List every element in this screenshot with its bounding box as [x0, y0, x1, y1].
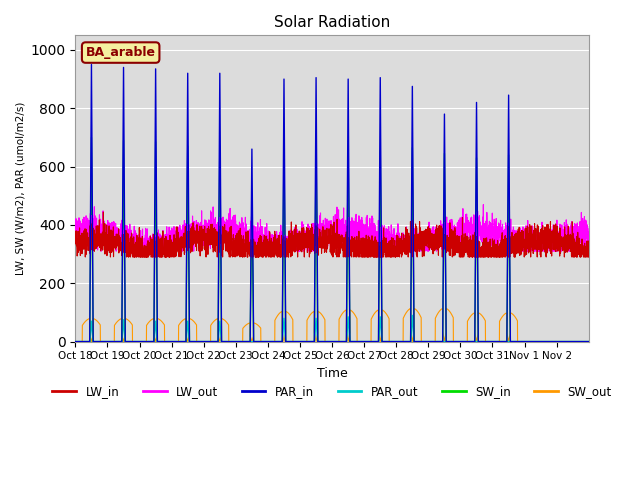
LW_out	[451, 234, 459, 240]
SW_out	[474, 334, 481, 340]
LW_in	[99, 209, 107, 215]
PAR_in	[451, 339, 459, 345]
SW_in	[404, 339, 412, 345]
LW_in	[72, 236, 79, 242]
PAR_out	[474, 339, 481, 345]
LW_out	[160, 248, 168, 254]
PAR_out	[160, 339, 168, 345]
LW_in	[160, 251, 168, 256]
PAR_out	[585, 339, 593, 345]
PAR_in	[72, 339, 79, 345]
Title: Solar Radiation: Solar Radiation	[274, 15, 390, 30]
PAR_out	[466, 339, 474, 345]
PAR_in	[414, 339, 422, 345]
LW_out	[72, 232, 79, 238]
PAR_out	[451, 339, 459, 345]
LW_out	[474, 223, 481, 229]
PAR_out	[408, 312, 416, 318]
LW_in	[474, 240, 481, 245]
SW_in	[72, 339, 79, 345]
PAR_in	[585, 339, 593, 345]
Line: PAR_out: PAR_out	[76, 315, 589, 342]
SW_in	[466, 339, 474, 345]
Line: PAR_in: PAR_in	[76, 64, 589, 342]
LW_in	[81, 254, 89, 260]
PAR_out	[72, 339, 79, 345]
SW_in	[160, 339, 168, 345]
Line: SW_in: SW_in	[76, 137, 589, 342]
LW_in	[466, 240, 474, 246]
Line: LW_in: LW_in	[76, 212, 589, 257]
LW_out	[479, 202, 487, 207]
LW_out	[466, 227, 474, 233]
SW_out	[404, 308, 412, 314]
SW_out	[414, 309, 422, 315]
SW_in	[474, 254, 481, 260]
LW_out	[97, 248, 105, 254]
PAR_in	[404, 339, 412, 345]
PAR_out	[414, 339, 422, 345]
SW_in	[451, 339, 459, 345]
SW_out	[72, 339, 79, 345]
PAR_in	[88, 61, 95, 67]
SW_out	[466, 314, 474, 320]
PAR_in	[466, 339, 474, 345]
Text: BA_arable: BA_arable	[86, 46, 156, 59]
LW_out	[585, 234, 593, 240]
SW_out	[585, 339, 593, 345]
PAR_out	[404, 339, 412, 345]
SW_in	[414, 339, 422, 345]
LW_in	[585, 250, 593, 255]
LW_out	[414, 246, 422, 252]
SW_out	[451, 339, 459, 345]
LW_in	[451, 242, 459, 248]
SW_in	[88, 134, 95, 140]
LW_in	[404, 235, 412, 240]
SW_out	[160, 321, 168, 327]
PAR_in	[474, 228, 481, 234]
Line: SW_out: SW_out	[76, 309, 589, 342]
PAR_in	[160, 339, 168, 345]
SW_in	[585, 339, 593, 345]
Line: LW_out: LW_out	[76, 204, 589, 251]
Y-axis label: LW, SW (W/m2), PAR (umol/m2/s): LW, SW (W/m2), PAR (umol/m2/s)	[15, 102, 25, 275]
LW_out	[404, 245, 412, 251]
SW_out	[410, 306, 418, 312]
LW_in	[414, 245, 422, 251]
Legend: LW_in, LW_out, PAR_in, PAR_out, SW_in, SW_out: LW_in, LW_out, PAR_in, PAR_out, SW_in, S…	[48, 381, 616, 403]
X-axis label: Time: Time	[317, 367, 348, 380]
